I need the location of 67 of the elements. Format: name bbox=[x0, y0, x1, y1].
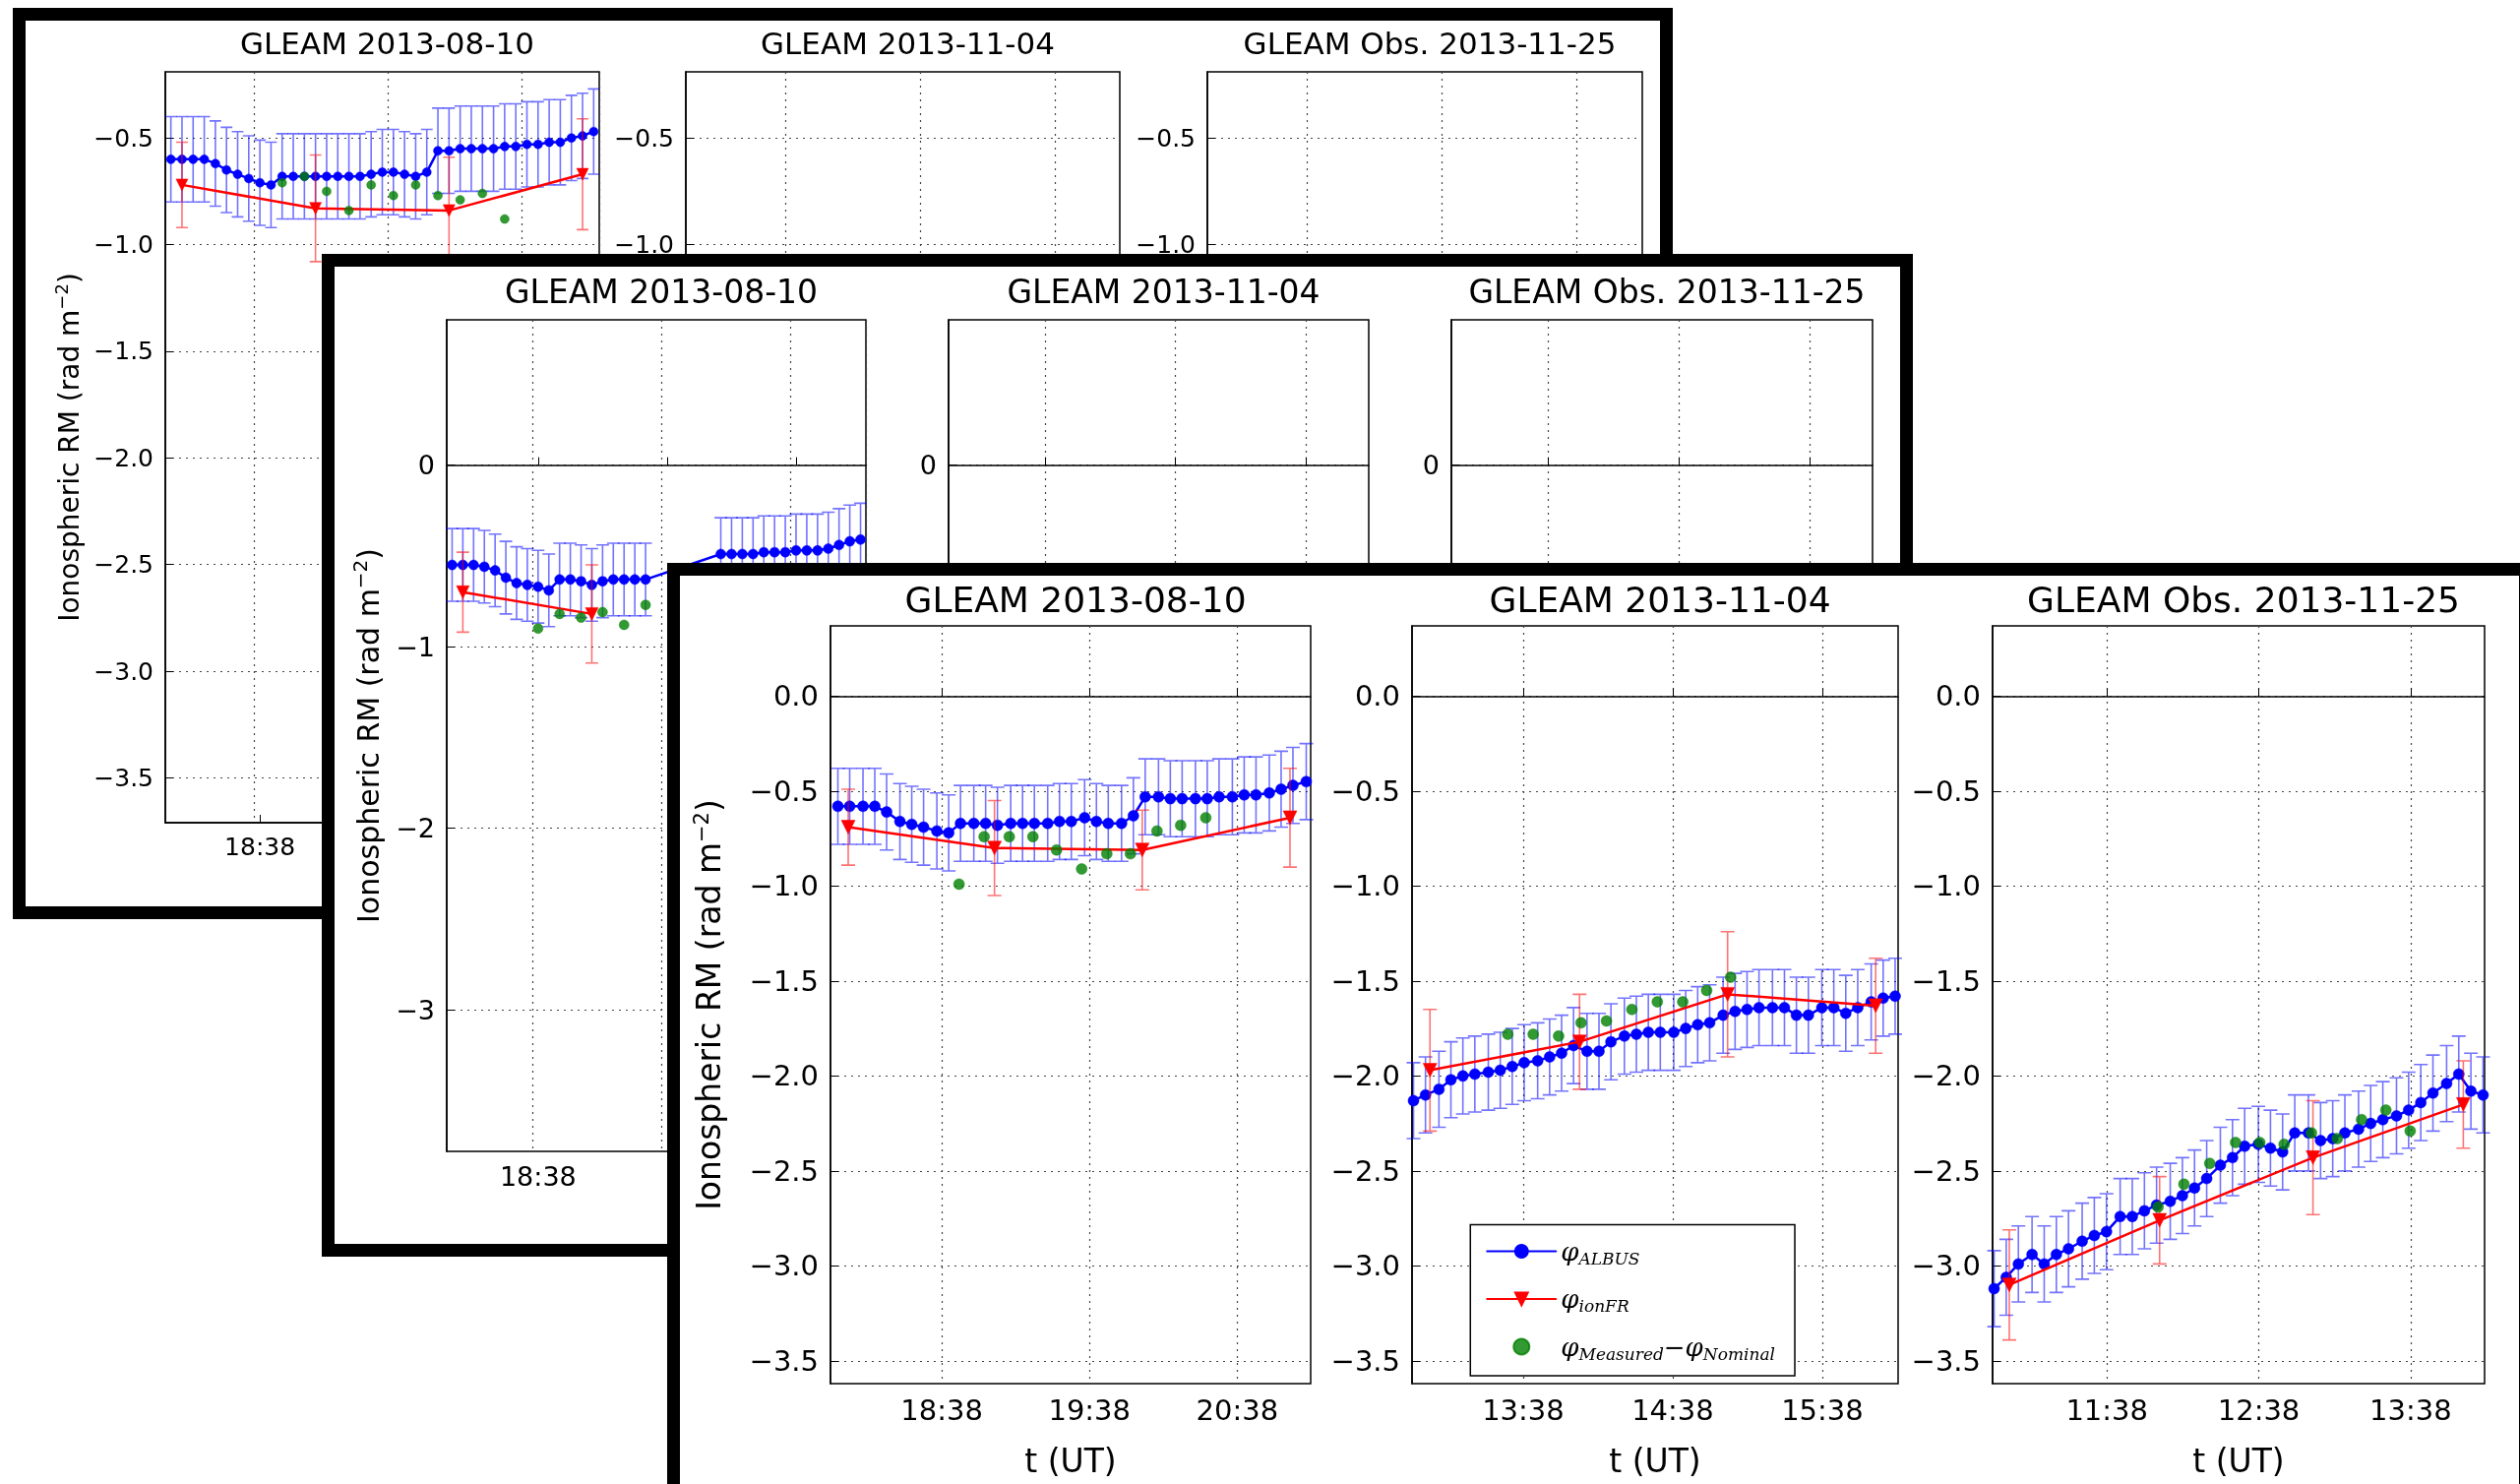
y-tick-label: −1.0 bbox=[749, 869, 819, 903]
y-tick-label: −2.0 bbox=[1911, 1059, 1981, 1093]
x-tick-label: 13:38 bbox=[2369, 1392, 2452, 1427]
x-tick-label: 14:38 bbox=[1631, 1392, 1714, 1427]
x-tick-label: 11:38 bbox=[2065, 1392, 2148, 1427]
text: −0.5 bbox=[1136, 123, 1196, 153]
y-tick-label: 0 bbox=[417, 450, 435, 481]
chart-title: GLEAM Obs. 2013-11-25 bbox=[2027, 579, 2460, 620]
y-tick-label: −2.5 bbox=[1330, 1153, 1400, 1188]
y-tick-label: −3.5 bbox=[93, 763, 154, 792]
x-tick-label: 18:38 bbox=[224, 833, 296, 861]
y-tick-label: −1.0 bbox=[1911, 869, 1981, 903]
y-tick-label: −1.5 bbox=[749, 963, 819, 998]
y-tick-label: −2.5 bbox=[93, 550, 154, 580]
text: 0 bbox=[919, 450, 937, 481]
y-tick-label: −2.0 bbox=[93, 443, 154, 472]
y-tick-label: −3 bbox=[396, 994, 435, 1025]
x-tick-label: 20:38 bbox=[1196, 1392, 1279, 1427]
y-tick-label: −1.0 bbox=[1330, 869, 1400, 903]
text: GLEAM Obs. 2013-11-25 bbox=[1243, 25, 1617, 61]
text: GLEAM 2013-11-04 bbox=[761, 25, 1055, 61]
text: −1.0 bbox=[1136, 230, 1196, 260]
x-tick-label: 18:38 bbox=[900, 1392, 983, 1427]
x-tick-label: 12:38 bbox=[2217, 1392, 2301, 1427]
y-axis-title: Ionospheric RM (rad m−2) bbox=[348, 547, 386, 924]
y-tick-label: −1 bbox=[396, 631, 435, 662]
y-tick-label: 0.0 bbox=[1935, 679, 1981, 713]
x-tick-label: 19:38 bbox=[1048, 1392, 1132, 1427]
y-tick-label: −3.0 bbox=[749, 1249, 819, 1283]
x-axis-title: t (UT) bbox=[1609, 1442, 1701, 1480]
y-tick-label: −3.0 bbox=[93, 656, 154, 686]
y-tick-label: −2.0 bbox=[1330, 1059, 1400, 1093]
y-tick-label: −3.0 bbox=[1330, 1249, 1400, 1283]
y-tick-label: −1.5 bbox=[1911, 963, 1981, 998]
y-tick-label: −1.0 bbox=[93, 230, 154, 260]
y-tick-label: −2 bbox=[396, 813, 435, 844]
y-tick-label: 0.0 bbox=[1354, 679, 1400, 713]
y-tick-label: −3.5 bbox=[1330, 1343, 1400, 1378]
chart-title: GLEAM 2013-08-10 bbox=[904, 579, 1247, 620]
text: −1.0 bbox=[614, 230, 674, 260]
y-tick-label: −2.5 bbox=[1911, 1153, 1981, 1188]
text: 0 bbox=[1422, 450, 1440, 481]
y-tick-label: −1.5 bbox=[1330, 963, 1400, 998]
y-tick-label: −3.5 bbox=[749, 1343, 819, 1378]
y-tick-label: −2.0 bbox=[749, 1059, 819, 1093]
chart-title: GLEAM 2013-11-04 bbox=[1489, 579, 1831, 620]
y-tick-label: −3.0 bbox=[1911, 1249, 1981, 1283]
y-tick-label: −0.5 bbox=[749, 773, 819, 808]
y-axis-title: Ionospheric RM (rad m−2) bbox=[689, 799, 728, 1210]
y-tick-label: −2.5 bbox=[749, 1153, 819, 1188]
text: GLEAM Obs. 2013-11-25 bbox=[1468, 273, 1866, 311]
x-tick-label: 15:38 bbox=[1781, 1392, 1864, 1427]
y-tick-label: −0.5 bbox=[1330, 773, 1400, 808]
y-axis-title: Ionospheric RM (rad m−2) bbox=[50, 273, 86, 622]
y-tick-label: −0.5 bbox=[1911, 773, 1981, 808]
x-axis-title: t (UT) bbox=[1024, 1442, 1117, 1480]
text: −0.5 bbox=[614, 123, 674, 153]
y-tick-label: −3.5 bbox=[1911, 1343, 1981, 1378]
y-tick-label: −1.5 bbox=[93, 337, 154, 366]
text: GLEAM 2013-11-04 bbox=[1007, 273, 1321, 311]
x-tick-label: 18:38 bbox=[499, 1161, 577, 1192]
y-tick-label: 0.0 bbox=[772, 679, 819, 713]
x-axis-title: t (UT) bbox=[2192, 1442, 2285, 1480]
y-tick-label: −0.5 bbox=[93, 123, 154, 153]
x-tick-label: 13:38 bbox=[1482, 1392, 1565, 1427]
chart-title: GLEAM 2013-08-10 bbox=[240, 25, 534, 61]
chart-title: GLEAM 2013-08-10 bbox=[504, 273, 819, 311]
